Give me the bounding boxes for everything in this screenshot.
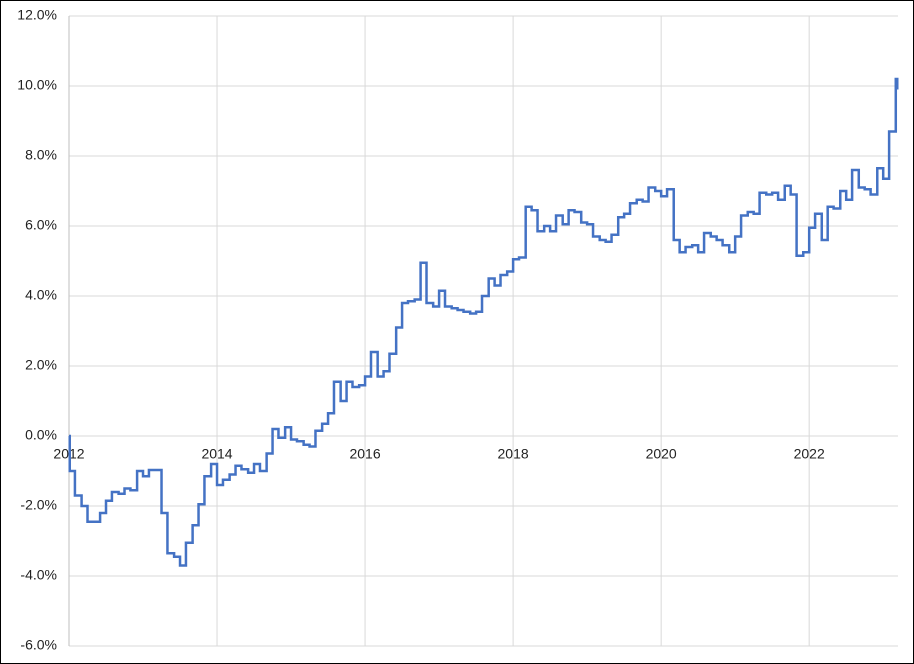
y-tick-label: -6.0% — [20, 637, 57, 653]
y-tick-label: 6.0% — [25, 217, 57, 233]
y-tick-label: -2.0% — [20, 497, 57, 513]
x-tick-label: 2020 — [646, 446, 677, 462]
y-tick-label: 8.0% — [25, 147, 57, 163]
y-tick-label: 12.0% — [17, 7, 57, 23]
x-tick-label: 2018 — [498, 446, 529, 462]
y-tick-label: 2.0% — [25, 357, 57, 373]
x-tick-label: 2014 — [201, 446, 232, 462]
y-tick-label: 4.0% — [25, 287, 57, 303]
x-tick-label: 2016 — [349, 446, 380, 462]
x-tick-label: 2022 — [794, 446, 825, 462]
y-tick-label: 10.0% — [17, 77, 57, 93]
y-tick-label: -4.0% — [20, 567, 57, 583]
y-tick-label: 0.0% — [25, 427, 57, 443]
data-line — [68, 77, 899, 567]
